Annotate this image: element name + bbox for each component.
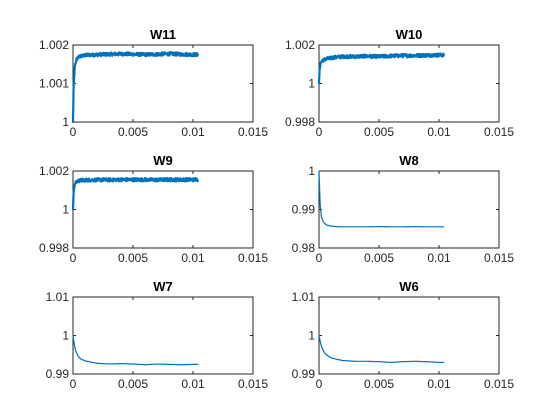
y-tick-label: 1.01 — [46, 290, 70, 304]
series-line — [318, 170, 445, 228]
x-tick-label: 0.01 — [427, 377, 451, 391]
x-tick-label: 0 — [70, 125, 77, 139]
series-line — [71, 176, 199, 211]
x-tick-label: 0.015 — [238, 251, 268, 265]
x-tick-label: 0.015 — [238, 377, 268, 391]
x-tick-label: 0.01 — [427, 251, 451, 265]
y-tick-label: 1 — [308, 329, 315, 343]
y-tick-label: 0.998 — [285, 115, 315, 129]
subplot-w11: W11 0 0.005 0.01 0.015 1 1.001 1.002 — [39, 27, 268, 139]
y-tick-label: 0.98 — [292, 241, 316, 255]
y-tick-label: 1 — [308, 77, 315, 91]
x-tick-label: 0 — [70, 251, 77, 265]
subplot-title: W9 — [153, 153, 173, 168]
y-tick-label: 0.99 — [292, 203, 316, 217]
x-tick-label: 0.015 — [238, 125, 268, 139]
series-line — [71, 51, 199, 124]
x-tick-label: 0.005 — [118, 125, 148, 139]
x-tick-label: 0.005 — [364, 377, 394, 391]
x-tick-label: 0 — [316, 251, 323, 265]
x-tick-label: 0.005 — [364, 251, 394, 265]
x-tick-label: 0.01 — [427, 125, 451, 139]
series-line — [318, 334, 445, 364]
x-tick-label: 0.015 — [484, 377, 514, 391]
subplot-title: W6 — [399, 279, 419, 294]
subplot-title: W10 — [396, 27, 423, 42]
x-tick-label: 0.015 — [484, 125, 514, 139]
y-tick-label: 1 — [308, 164, 315, 178]
subplot-w8: W8 0 0.005 0.01 0.015 0.98 0.99 1 — [292, 153, 515, 265]
axes-box — [318, 170, 500, 249]
subplot-w6: W6 0 0.005 0.01 0.015 0.99 1 1.01 — [292, 279, 515, 391]
y-tick-label: 0.998 — [39, 241, 69, 255]
axes-box — [72, 296, 254, 375]
x-tick-label: 0.01 — [181, 125, 205, 139]
x-tick-label: 0.005 — [364, 125, 394, 139]
subplot-title: W7 — [153, 279, 173, 294]
x-tick-label: 0.005 — [118, 377, 148, 391]
y-tick-label: 1.002 — [39, 38, 69, 52]
subplot-w7: W7 0 0.005 0.01 0.015 0.99 1 1.01 — [46, 279, 269, 391]
x-tick-label: 0.01 — [181, 377, 205, 391]
subplot-title: W8 — [399, 153, 419, 168]
subplot-w9: W9 0 0.005 0.01 0.015 0.998 1 1.002 — [39, 153, 268, 265]
axes-box — [72, 170, 254, 249]
y-tick-label: 0.99 — [292, 367, 316, 381]
subplot-w10: W10 0 0.005 0.01 0.015 0.998 1 1.002 — [285, 27, 514, 139]
y-tick-label: 0.99 — [46, 367, 70, 381]
x-tick-label: 0 — [316, 125, 323, 139]
x-tick-label: 0.005 — [118, 251, 148, 265]
x-tick-label: 0.015 — [484, 251, 514, 265]
y-tick-label: 1.002 — [39, 164, 69, 178]
y-tick-label: 1 — [62, 329, 69, 343]
subplot-title: W11 — [150, 27, 176, 42]
y-tick-label: 1.01 — [292, 290, 316, 304]
y-tick-label: 1 — [62, 115, 69, 129]
y-tick-label: 1.001 — [39, 77, 69, 91]
x-tick-label: 0 — [316, 377, 323, 391]
series-line — [317, 52, 445, 85]
series-line — [72, 334, 199, 366]
x-tick-label: 0.01 — [181, 251, 205, 265]
y-tick-label: 1 — [62, 203, 69, 217]
y-tick-label: 1.002 — [285, 38, 315, 52]
x-tick-label: 0 — [70, 377, 77, 391]
axes-box — [318, 296, 500, 375]
